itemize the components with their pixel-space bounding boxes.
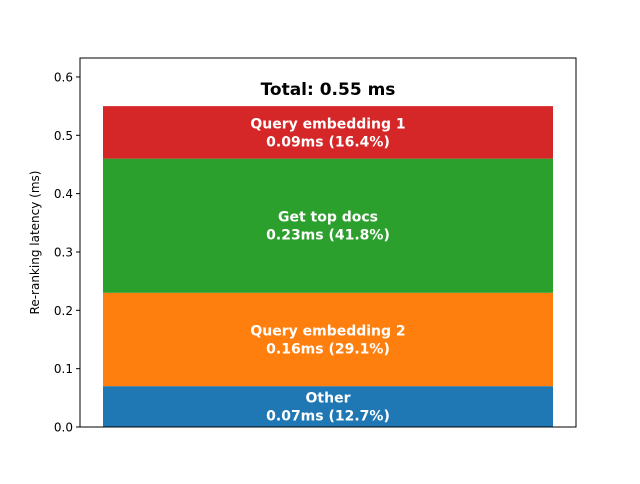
- segment-name-label: Other: [306, 391, 351, 407]
- y-axis: 0.0 0.1 0.2 0.3 0.4 0.5 0.6: [54, 70, 80, 435]
- total-annotation: Total: 0.55 ms: [261, 80, 396, 100]
- y-tick-label: 0.1: [54, 362, 73, 376]
- y-tick-label: 0.5: [54, 129, 73, 143]
- bar-segment-get-top-docs: [103, 158, 553, 293]
- y-tick-label: 0.0: [54, 421, 73, 435]
- plot-frame: [79, 57, 577, 428]
- bars-layer: [103, 106, 553, 427]
- bar-segment-query-embedding-2: [103, 292, 553, 387]
- y-axis-label: Re-ranking latency (ms): [28, 171, 42, 315]
- segment-name-label: Get top docs: [278, 210, 378, 226]
- y-tick-label: 0.3: [54, 245, 73, 259]
- segment-name-label: Query embedding 2: [250, 323, 405, 339]
- y-tick-label: 0.2: [54, 304, 73, 318]
- y-tick-label: 0.6: [54, 70, 73, 84]
- segment-name-label: Query embedding 1: [250, 116, 405, 132]
- segment-labels: Other 0.07ms (12.7%) Query embedding 2 0.16…: [250, 116, 405, 424]
- segment-value-label: 0.16ms (29.1%): [266, 341, 390, 357]
- segment-value-label: 0.23ms (41.8%): [266, 228, 390, 244]
- bar-segment-other: [103, 386, 553, 427]
- segment-value-label: 0.09ms (16.4%): [266, 134, 390, 150]
- bar-segment-query-embedding-1: [103, 106, 553, 159]
- segment-value-label: 0.07ms (12.7%): [266, 409, 390, 425]
- y-tick-label: 0.4: [54, 187, 73, 201]
